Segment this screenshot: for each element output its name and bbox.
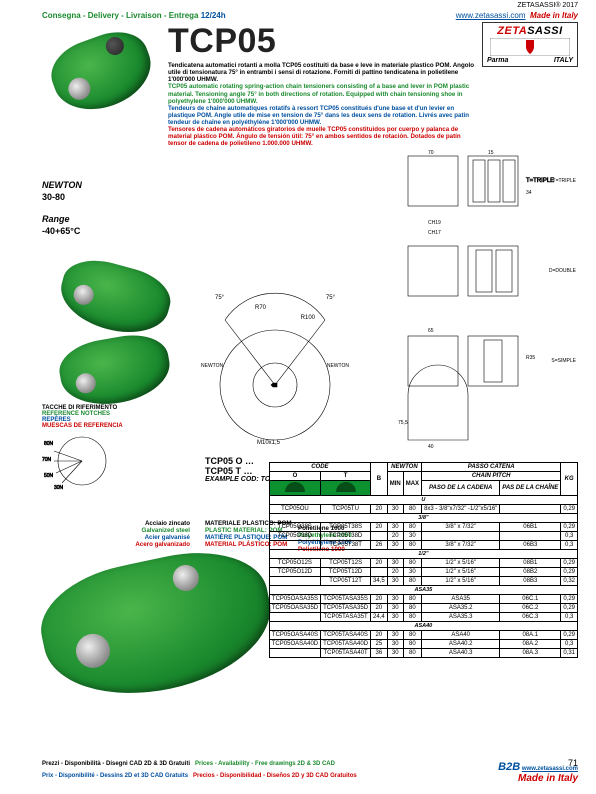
page-number: 71 (568, 758, 578, 768)
table-row: TCP05T12T34,530801/2" x 5/16"08B30,32 (269, 577, 577, 586)
copyright: ZETASASSI® 2017 (517, 2, 578, 9)
table-row: TCP05O12DTCP05T12D20301/2" x 5/16"08B20,… (269, 568, 577, 577)
title-block: TCP05 Tendicatena automatici rotanti a m… (168, 22, 476, 148)
table-row: TCP05OASA35STCP05TASA35S203080ASA3506C.1… (269, 595, 577, 604)
table-row: TCP05O38DTCP05T38D20300,3 (269, 532, 577, 541)
tech-drawing-main: 75° 75° R70 R100 NEWTON NEWTON M10x1,5 (195, 275, 355, 450)
header-made: Made in Italy (530, 11, 578, 20)
materials-steel: Acciaio zincato Galvanized steel Acier g… (110, 520, 190, 548)
svg-text:80N: 80N (44, 441, 54, 447)
table-row: TCP05OUTCP05TU2030808x3 - 3/8"x7/32" -1/… (269, 505, 577, 514)
product-photo-top (42, 22, 162, 122)
title-row: TCP05 Tendicatena automatici rotanti a m… (42, 22, 578, 148)
specs: NEWTON 30-80 Range -40+65°C (42, 180, 82, 238)
code-t-icon (321, 481, 371, 496)
brand-logo: ZETASASSI ParmaITALY (482, 22, 578, 67)
svg-text:50N: 50N (44, 473, 54, 479)
top-bar: ZETASASSI® 2017 (0, 0, 596, 11)
product-photo-bottom (42, 560, 292, 720)
header-right: www.zetasassi.com Made in Italy (456, 11, 578, 20)
logo-box: ZETASASSI ParmaITALY (482, 22, 578, 148)
header: Consegna - Delivery - Livraison - Entreg… (0, 11, 596, 22)
mid-photos (60, 265, 170, 403)
header-delivery: Consegna - Delivery - Livraison - Entreg… (42, 11, 226, 20)
table-row: TCP05O12STCP05T12S2030801/2" x 5/16"08B1… (269, 559, 577, 568)
reference-notches: TACCHE DI RIFERIMENTO REFERENCE NOTCHES … (42, 405, 123, 493)
header-site: www.zetasassi.com (456, 11, 526, 20)
svg-text:T=TRIPLE: T=TRIPLE (526, 178, 554, 184)
svg-text:70N: 70N (42, 457, 52, 463)
footer: Prezzi - Disponibilità - Disegni CAD 2D … (42, 761, 578, 784)
table-row: TCP05TASA40T363080ASA40.308A.30,31 (269, 649, 577, 658)
table-row: TCP05T38T2630803/8" x 7/32"06B30,3 (269, 541, 577, 550)
table-row: TCP05TASA35T24,43080ASA35.306C.30,3 (269, 613, 577, 622)
description: Tendicatena automatici rotanti a molla T… (168, 62, 476, 148)
table-row: TCP05OASA40STCP05TASA40S203080ASA4008A.1… (269, 631, 577, 640)
svg-text:30N: 30N (54, 485, 64, 491)
side-tech-drawings: T=TRIPLE T=TRIPLE D=DOUBLE S=SIMPLE 70 1… (398, 150, 578, 450)
code-o-icon (269, 481, 320, 496)
logo-shield-icon (490, 38, 570, 56)
table-row: TCP05OASA35DTCP05TASA35D203080ASA35.206C… (269, 604, 577, 613)
table-row: TCP05O38STCP05T38S2030803/8" x 7/32"06B1… (269, 523, 577, 532)
data-table: CODE B NEWTON PASSO CATENA KG O T MIN MA… (269, 462, 578, 658)
table-row: TCP05OASA40DTCP05TASA40D253080ASA40.208A… (269, 640, 577, 649)
product-code: TCP05 (168, 22, 476, 61)
